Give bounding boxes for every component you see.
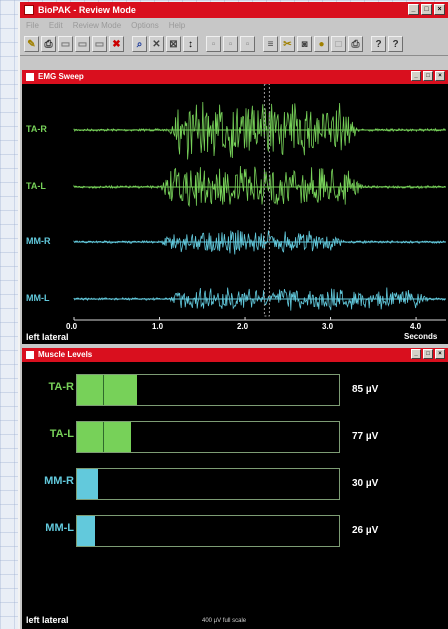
menu-edit[interactable]: Edit <box>48 21 63 30</box>
emg-minimize-button[interactable]: _ <box>411 71 421 81</box>
emg-sweep-titlebar[interactable]: EMG Sweep _ □ × <box>22 70 448 84</box>
level-bar-fill <box>77 422 131 452</box>
level-bar-track <box>76 515 340 547</box>
maximize-button[interactable]: □ <box>421 4 432 15</box>
window-icon <box>26 73 34 81</box>
level-value: 85 µV <box>352 384 379 395</box>
page-icon-2[interactable]: ▭ <box>75 36 90 52</box>
emg-sweep-title: EMG Sweep <box>38 72 84 81</box>
camera-icon[interactable]: ◙ <box>297 36 312 52</box>
cut-icon[interactable]: ✕ <box>149 36 164 52</box>
level-value: 77 µV <box>352 431 379 442</box>
scale-icon[interactable]: ↕ <box>183 36 198 52</box>
emg-maximize-button[interactable]: □ <box>423 71 433 81</box>
delete-icon[interactable]: ✖ <box>109 36 124 52</box>
muscle-levels-titlebar[interactable]: Muscle Levels _ □ × <box>22 348 448 362</box>
x-tick-label: 1.0 <box>152 322 164 331</box>
full-scale-label: 400 µV full scale <box>202 618 247 624</box>
page-icon-3[interactable]: ▭ <box>92 36 107 52</box>
minimize-button[interactable]: _ <box>408 4 419 15</box>
window-icon <box>26 351 34 359</box>
level-label-ta-l: TA-L <box>49 428 74 440</box>
level-bar-track <box>76 468 340 500</box>
help-icon[interactable]: ? <box>371 36 386 52</box>
tools-icon[interactable]: ✂ <box>280 36 295 52</box>
emg-waveforms <box>73 84 446 321</box>
app-icon <box>24 5 34 15</box>
muscle-levels-window: Muscle Levels _ □ × TA-R 85 µV TA-L 77 µ… <box>22 348 448 629</box>
emg-plot-area[interactable]: TA-R TA-L MM-R MM-L 0.0 1.0 2.0 3.0 4.0 … <box>22 84 448 344</box>
level-label-ta-r: TA-R <box>48 381 74 393</box>
level-label-mm-r: MM-R <box>44 475 74 487</box>
print-icon[interactable]: ⎙ <box>41 36 56 52</box>
levels-maximize-button[interactable]: □ <box>423 349 433 359</box>
level-label-mm-l: MM-L <box>45 522 74 534</box>
app-titlebar[interactable]: BioPAK - Review Mode _ □ × <box>20 2 448 18</box>
time-cursor[interactable] <box>263 84 270 317</box>
printer-icon[interactable]: ⎙ <box>348 36 363 52</box>
muscle-levels-title: Muscle Levels <box>38 350 93 359</box>
levels-minimize-button[interactable]: _ <box>411 349 421 359</box>
emg-trace-mm-r <box>73 230 446 255</box>
menu-bar: File Edit Review Mode Options Help <box>20 18 448 33</box>
emg-trace-mm-l <box>73 287 446 311</box>
menu-options[interactable]: Options <box>131 21 159 30</box>
record-icon[interactable]: ● <box>314 36 329 52</box>
level-value: 30 µV <box>352 478 379 489</box>
channel-label-mm-r: MM-R <box>26 236 51 246</box>
x-tick-label: 0.0 <box>66 322 78 331</box>
emg-trace-ta-l <box>73 165 446 208</box>
emg-trace-ta-r <box>73 101 446 160</box>
page-icon[interactable]: ▭ <box>58 36 73 52</box>
x-tick-label: 2.0 <box>237 322 249 331</box>
menu-help[interactable]: Help <box>168 21 186 30</box>
select-icon[interactable]: ⊠ <box>166 36 181 52</box>
emg-sweep-window: EMG Sweep _ □ × TA-R TA-L MM-R MM-L 0.0 … <box>22 70 448 344</box>
app-window: BioPAK - Review Mode _ □ × File Edit Rev… <box>18 2 448 629</box>
muscle-levels-panel: TA-R 85 µV TA-L 77 µV MM-R 30 µV <box>22 362 448 629</box>
channel-label-ta-l: TA-L <box>26 181 46 191</box>
list-icon[interactable]: ≡ <box>263 36 278 52</box>
level-bar-track <box>76 374 340 406</box>
menu-file[interactable]: File <box>26 21 39 30</box>
level-bar-fill <box>77 375 137 405</box>
emg-close-button[interactable]: × <box>435 71 445 81</box>
x-tick-label: 4.0 <box>410 322 422 331</box>
x-tick-label: 3.0 <box>322 322 334 331</box>
level-bar-fill <box>77 469 98 499</box>
close-button[interactable]: × <box>434 4 445 15</box>
frame-icon-3[interactable]: ▫ <box>240 36 255 52</box>
emg-position-label: left lateral <box>26 332 69 342</box>
channel-label-mm-l: MM-L <box>26 293 50 303</box>
x-axis-unit: Seconds <box>404 332 438 341</box>
levels-close-button[interactable]: × <box>435 349 445 359</box>
level-bar-fill <box>77 516 95 546</box>
levels-position-label: left lateral <box>26 615 69 625</box>
app-title: BioPAK - Review Mode <box>38 5 136 15</box>
level-value: 26 µV <box>352 525 379 536</box>
channel-label-ta-r: TA-R <box>26 124 47 134</box>
frame-icon[interactable]: ▫ <box>206 36 221 52</box>
zoom-icon[interactable]: ⌕ <box>132 36 147 52</box>
open-icon[interactable]: ✎ <box>24 36 39 52</box>
level-bar-track <box>76 421 340 453</box>
context-help-icon[interactable]: ? <box>388 36 403 52</box>
frame-icon-2[interactable]: ▫ <box>223 36 238 52</box>
blank-icon[interactable]: □ <box>331 36 346 52</box>
toolbar: ✎ ⎙ ▭ ▭ ▭ ✖ ⌕ ✕ ⊠ ↕ ▫ ▫ ▫ ≡ ✂ ◙ ● □ ⎙?? <box>20 33 448 56</box>
menu-review-mode[interactable]: Review Mode <box>72 21 122 30</box>
